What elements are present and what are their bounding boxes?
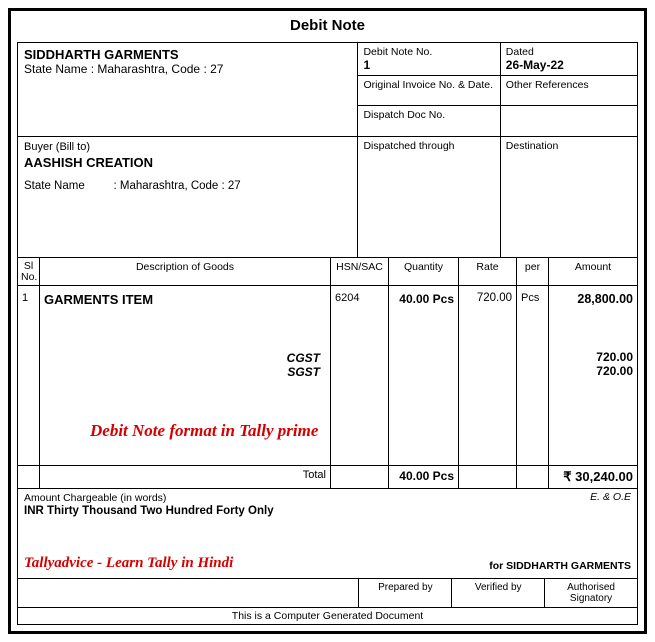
cgst-label: CGST xyxy=(44,351,326,365)
sgst-label: SGST xyxy=(44,365,326,379)
words-label: Amount Chargeable (in words) xyxy=(24,492,631,504)
destination-cell: Destination xyxy=(501,137,637,257)
amount-words-block: E. & O.E Amount Chargeable (in words) IN… xyxy=(18,488,637,578)
watermark-text: Debit Note format in Tally prime xyxy=(90,421,318,441)
col-rate: Rate xyxy=(459,258,517,285)
buyer-block: Buyer (Bill to) AASHISH CREATION State N… xyxy=(18,137,358,257)
other-ref-cell: Other References xyxy=(501,76,637,106)
item-per: Pcs xyxy=(517,286,549,465)
buyer-title: Buyer (Bill to) xyxy=(24,141,351,153)
orig-invoice-label: Original Invoice No. & Date. xyxy=(363,79,494,91)
total-qty: 40.00 Pcs xyxy=(389,466,459,488)
items-header: SlNo. Description of Goods HSN/SAC Quant… xyxy=(18,257,637,285)
total-empty4 xyxy=(517,466,549,488)
sgst-amt: 720.00 xyxy=(553,364,633,378)
authorised-signatory: Authorised Signatory xyxy=(544,579,637,607)
item-sl: 1 xyxy=(18,286,40,465)
prepared-by: Prepared by xyxy=(358,579,451,607)
total-row: Total 40.00 Pcs ₹ 30,240.00 xyxy=(18,465,637,488)
item-hsn: 6204 xyxy=(331,286,389,465)
buyer-state-value: : Maharashtra, Code : 27 xyxy=(114,180,241,192)
col-sl: SlNo. xyxy=(18,258,40,285)
dispatched-through-cell: Dispatched through xyxy=(358,137,500,257)
total-amt: ₹ 30,240.00 xyxy=(549,466,637,488)
dated-value: 26-May-22 xyxy=(506,58,632,72)
words-value: INR Thirty Thousand Two Hundred Forty On… xyxy=(24,504,631,517)
seller-state-label: State Name xyxy=(24,62,87,76)
dispatch-doc-label: Dispatch Doc No. xyxy=(363,109,494,121)
seller-state-value: : Maharashtra, Code : 27 xyxy=(91,62,224,76)
col-desc: Description of Goods xyxy=(40,258,331,285)
header-grid: SIDDHARTH GARMENTS State Name : Maharash… xyxy=(18,43,637,136)
other-ref-label: Other References xyxy=(506,79,632,91)
seller-block: SIDDHARTH GARMENTS State Name : Maharash… xyxy=(18,43,358,136)
total-empty2 xyxy=(331,466,389,488)
signature-row: Prepared by Verified by Authorised Signa… xyxy=(18,578,637,607)
item-desc-cell: GARMENTS ITEM CGST SGST Debit Note forma… xyxy=(40,286,331,465)
dispatch-doc-cell: Dispatch Doc No. xyxy=(358,106,500,136)
item-qty: 40.00 Pcs xyxy=(389,286,459,465)
item-rate: 720.00 xyxy=(459,286,517,465)
note-no-value: 1 xyxy=(363,58,494,72)
item-desc: GARMENTS ITEM xyxy=(44,292,326,307)
eoe-text: E. & O.E xyxy=(590,491,631,503)
buyer-grid: Buyer (Bill to) AASHISH CREATION State N… xyxy=(18,136,637,257)
doc-title: Debit Note xyxy=(11,11,644,42)
verified-by: Verified by xyxy=(451,579,544,607)
col-amt: Amount xyxy=(549,258,637,285)
dispatched-through-label: Dispatched through xyxy=(363,140,454,152)
item-amt: 28,800.00 xyxy=(553,292,633,306)
debit-note-document: Debit Note SIDDHARTH GARMENTS State Name… xyxy=(8,8,647,634)
footer-note: This is a Computer Generated Document xyxy=(18,607,637,624)
total-empty3 xyxy=(459,466,517,488)
total-label: Total xyxy=(40,466,331,488)
item-amt-cell: 28,800.00 720.00 720.00 xyxy=(549,286,637,465)
sign-empty xyxy=(18,579,358,607)
buyer-name: AASHISH CREATION xyxy=(24,153,351,170)
dated-cell: Dated 26-May-22 xyxy=(501,43,637,76)
items-body: 1 GARMENTS ITEM CGST SGST Debit Note for… xyxy=(18,285,637,465)
seller-name: SIDDHARTH GARMENTS xyxy=(24,47,351,62)
empty-cell xyxy=(501,106,637,136)
watermark2-text: Tallyadvice - Learn Tally in Hindi xyxy=(24,555,233,572)
total-empty1 xyxy=(18,466,40,488)
buyer-state: State Name : Maharashtra, Code : 27 xyxy=(24,170,351,192)
col-per: per xyxy=(517,258,549,285)
note-no-label: Debit Note No. xyxy=(363,46,494,58)
for-company: for SIDDHARTH GARMENTS xyxy=(489,560,631,572)
content-frame: SIDDHARTH GARMENTS State Name : Maharash… xyxy=(17,42,638,625)
seller-state: State Name : Maharashtra, Code : 27 xyxy=(24,62,351,76)
col-qty: Quantity xyxy=(389,258,459,285)
cgst-amt: 720.00 xyxy=(553,350,633,364)
note-no-cell: Debit Note No. 1 xyxy=(358,43,500,76)
orig-invoice-cell: Original Invoice No. & Date. xyxy=(358,76,500,106)
col-hsn: HSN/SAC xyxy=(331,258,389,285)
buyer-state-label: State Name xyxy=(24,180,85,192)
dated-label: Dated xyxy=(506,46,632,58)
destination-label: Destination xyxy=(506,140,559,152)
